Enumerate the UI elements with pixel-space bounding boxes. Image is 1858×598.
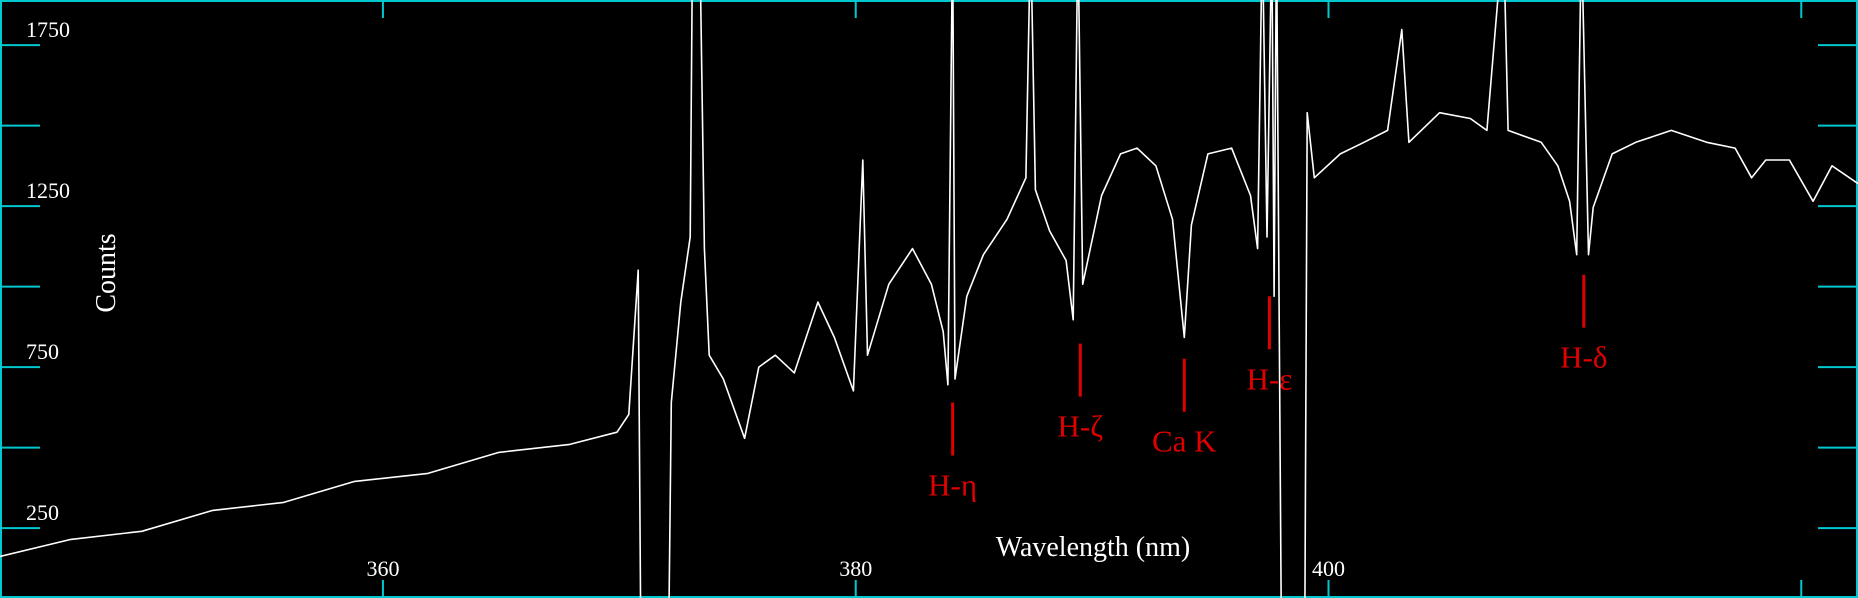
x-tick-label: 400 bbox=[1312, 556, 1345, 581]
y-tick-label: 1750 bbox=[26, 17, 70, 42]
y-tick-label: 1250 bbox=[26, 178, 70, 203]
y-tick-label: 750 bbox=[26, 339, 59, 364]
y-tick-label: 250 bbox=[26, 500, 59, 525]
annotation-label: H-δ bbox=[1560, 340, 1607, 375]
y-axis-label: Counts bbox=[91, 233, 122, 312]
annotation-label: H-η bbox=[928, 468, 977, 503]
x-tick-label: 360 bbox=[366, 556, 399, 581]
annotation-label: H-ε bbox=[1247, 361, 1293, 396]
annotation-label: H-ζ bbox=[1058, 409, 1104, 444]
annotation-label: Ca K bbox=[1152, 424, 1217, 459]
x-tick-label: 380 bbox=[839, 556, 872, 581]
x-axis-label: Wavelength (nm) bbox=[996, 532, 1190, 563]
